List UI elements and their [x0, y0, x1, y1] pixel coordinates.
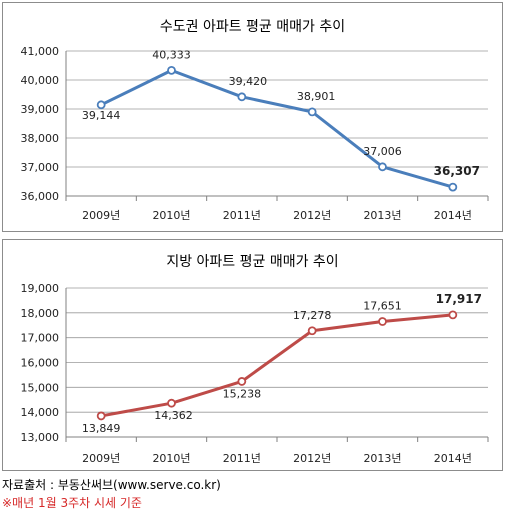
y-tick-label: 18,000: [21, 307, 60, 320]
data-point: [96, 100, 106, 110]
source-note: 자료출처 : 부동산써브(www.serve.co.kr): [2, 478, 221, 492]
x-tick-label: 2012년: [293, 209, 331, 222]
y-tick-label: 40,000: [21, 74, 60, 87]
x-tick-label: 2009년: [82, 209, 120, 222]
y-tick-label: 15,000: [21, 381, 60, 394]
data-label: 36,307: [434, 164, 480, 178]
line-chart-regional: 지방 아파트 평균 매매가 추이 13,000 14,000 15,000 16,000…: [21, 254, 489, 465]
data-point: [237, 377, 247, 386]
x-tick-label: 2009년: [82, 452, 120, 465]
data-label: 14,362: [154, 409, 193, 422]
x-tick-label: 2013년: [363, 452, 401, 465]
data-label: 39,144: [82, 109, 121, 122]
data-point: [167, 65, 176, 75]
y-tick-label: 41,000: [21, 45, 60, 58]
chart-title: 수도권 아파트 평균 매매가 추이: [160, 19, 345, 35]
data-label: 13,849: [82, 422, 121, 435]
line-chart-capital-area: 수도권 아파트 평균 매매가 추이 36,000 37,000 38,000 39,00…: [21, 19, 489, 222]
data-label: 17,651: [363, 300, 402, 313]
series-line: [100, 313, 453, 418]
data-label: 15,238: [223, 387, 262, 400]
y-tick-label: 19,000: [21, 282, 60, 295]
data-point: [378, 317, 387, 326]
y-tick-label: 37,000: [21, 161, 60, 174]
data-point: [448, 310, 458, 320]
chart-panel-capital-area: 수도권 아파트 평균 매매가 추이 36,000 37,000 38,000 39,00…: [2, 2, 503, 232]
data-label: 40,333: [152, 48, 191, 61]
data-label: 17,278: [293, 309, 332, 322]
y-tick-label: 36,000: [21, 190, 60, 203]
y-tick-label: 13,000: [21, 431, 60, 444]
data-point: [307, 107, 317, 117]
y-tick-label: 14,000: [21, 406, 60, 419]
data-label: 39,420: [229, 75, 268, 88]
x-tick-label: 2011년: [223, 209, 261, 222]
x-tick-label: 2014년: [434, 452, 472, 465]
data-label: 38,901: [297, 90, 336, 103]
chart-title: 지방 아파트 평균 매매가 추이: [166, 254, 338, 270]
x-tick-label: 2011년: [223, 452, 261, 465]
y-tick-label: 39,000: [21, 103, 60, 116]
data-point: [237, 92, 247, 102]
chart-panel-regional: 지방 아파트 평균 매매가 추이 13,000 14,000 15,000 16,000…: [2, 239, 503, 471]
x-tick-label: 2013년: [363, 209, 401, 222]
data-label: 17,917: [436, 292, 482, 306]
x-tick-label: 2010년: [152, 452, 190, 465]
x-tick-label: 2010년: [152, 209, 190, 222]
data-point: [167, 398, 176, 408]
data-point: [378, 162, 387, 172]
data-point: [448, 182, 458, 192]
data-point: [307, 326, 317, 336]
y-tick-label: 17,000: [21, 332, 60, 345]
x-tick-label: 2012년: [293, 452, 331, 465]
footnote: ※매년 1월 3주차 시세 기준: [2, 496, 142, 510]
data-point: [96, 411, 106, 421]
y-tick-label: 38,000: [21, 132, 60, 145]
data-label: 37,006: [363, 145, 402, 158]
y-tick-label: 16,000: [21, 357, 60, 370]
x-tick-label: 2014년: [434, 209, 472, 222]
series-line: [100, 68, 454, 189]
